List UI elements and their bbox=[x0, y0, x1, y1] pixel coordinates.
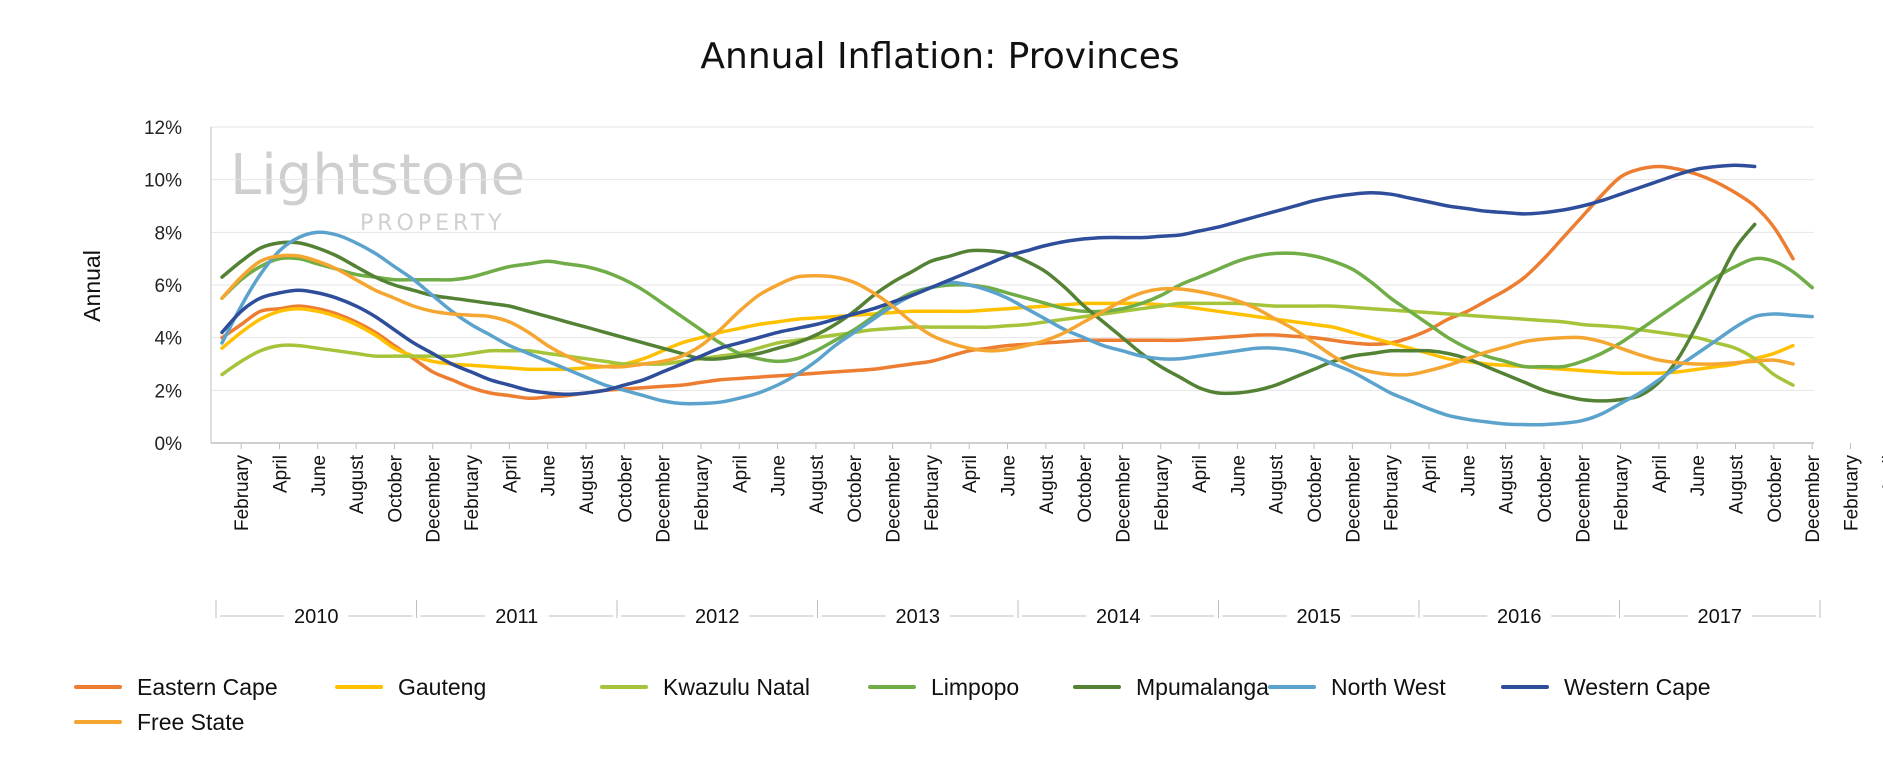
x-tick-label: February bbox=[692, 455, 713, 532]
x-tick-label: December bbox=[1343, 454, 1364, 542]
y-axis-label: Annual bbox=[79, 250, 105, 322]
legend-item-limpopo: Limpopo bbox=[868, 674, 1019, 700]
legend-label: Limpopo bbox=[931, 674, 1019, 700]
x-axis: February April June August October December Fe… bbox=[232, 443, 1883, 543]
x-tick-label: February bbox=[1382, 455, 1403, 532]
series-line-mpumalanga bbox=[220, 222, 1757, 403]
x-tick-label: October bbox=[1305, 454, 1326, 522]
x-tick-label: June bbox=[1458, 455, 1479, 496]
watermark: Lightstone PROPERTY bbox=[230, 143, 525, 236]
year-label: 2014 bbox=[1096, 606, 1141, 628]
year-axis: 2010 2011 2012 2013 2014 2015 2016 2017 bbox=[215, 600, 1821, 628]
series-line-kwazulu-natal bbox=[220, 301, 1795, 387]
series-line-free-state bbox=[220, 253, 1795, 377]
y-axis: 0% 2% 4% 6% 8% 10% 12% bbox=[144, 118, 182, 455]
year-label: 2011 bbox=[495, 606, 538, 628]
legend-item-eastern-cape: Eastern Cape bbox=[74, 674, 278, 700]
chart-title: Annual Inflation: Provinces bbox=[700, 36, 1179, 77]
series-line-north-west bbox=[220, 230, 1814, 427]
legend-item-western-cape: Western Cape bbox=[1501, 674, 1711, 700]
x-tick-label: August bbox=[1497, 454, 1518, 514]
x-tick-label: December bbox=[884, 454, 905, 542]
legend-item-gauteng: Gauteng bbox=[335, 674, 486, 700]
x-tick-label: August bbox=[577, 454, 598, 514]
y-tick-label: 0% bbox=[155, 434, 183, 455]
y-tick-label: 8% bbox=[155, 223, 183, 244]
series-line-western-cape bbox=[220, 163, 1757, 397]
x-tick-label: April bbox=[960, 455, 981, 493]
legend-item-mpumalanga: Mpumalanga bbox=[1073, 674, 1269, 700]
x-tick-label: February bbox=[1612, 455, 1633, 532]
x-tick-label: August bbox=[1727, 454, 1748, 514]
x-tick-label: August bbox=[347, 454, 368, 514]
legend-label: North West bbox=[1331, 674, 1446, 700]
x-tick-label: December bbox=[1113, 454, 1134, 542]
year-label: 2013 bbox=[896, 606, 941, 628]
legend-item-free-state: Free State bbox=[74, 709, 244, 735]
year-label: 2016 bbox=[1497, 606, 1542, 628]
x-tick-label: April bbox=[270, 455, 291, 493]
y-tick-label: 12% bbox=[144, 118, 182, 139]
x-tick-label: October bbox=[1535, 454, 1556, 522]
x-tick-label: February bbox=[462, 455, 483, 532]
y-tick-label: 4% bbox=[155, 329, 183, 350]
x-tick-label: August bbox=[1267, 454, 1288, 514]
watermark-line1: Lightstone bbox=[230, 143, 525, 208]
legend-label: Western Cape bbox=[1564, 674, 1711, 700]
x-tick-label: October bbox=[1765, 454, 1786, 522]
year-label: 2010 bbox=[294, 606, 339, 628]
x-tick-label: April bbox=[1650, 455, 1671, 493]
x-tick-label: April bbox=[500, 455, 521, 493]
x-tick-label: April bbox=[1880, 455, 1883, 493]
x-tick-label: October bbox=[845, 454, 866, 522]
x-tick-label: August bbox=[807, 454, 828, 514]
x-tick-label: October bbox=[385, 454, 406, 522]
series-line-eastern-cape bbox=[220, 164, 1795, 401]
series-line-limpopo bbox=[220, 251, 1814, 369]
legend-label: Mpumalanga bbox=[1136, 674, 1269, 700]
legend-label: Eastern Cape bbox=[137, 674, 278, 700]
x-tick-label: June bbox=[539, 455, 560, 496]
legend-label: Gauteng bbox=[398, 674, 486, 700]
x-tick-label: June bbox=[1228, 455, 1249, 496]
x-tick-label: April bbox=[1190, 455, 1211, 493]
x-tick-label: December bbox=[654, 454, 675, 542]
x-tick-label: October bbox=[1075, 454, 1096, 522]
legend-label: Kwazulu Natal bbox=[663, 674, 810, 700]
x-tick-label: June bbox=[999, 455, 1020, 496]
x-tick-label: June bbox=[309, 455, 330, 496]
year-label: 2015 bbox=[1297, 606, 1342, 628]
x-tick-label: June bbox=[1688, 455, 1709, 496]
x-tick-label: February bbox=[1841, 455, 1862, 532]
x-tick-label: February bbox=[232, 455, 253, 532]
y-tick-label: 2% bbox=[155, 381, 183, 402]
series-lines bbox=[220, 163, 1814, 427]
x-tick-label: October bbox=[615, 454, 636, 522]
y-tick-label: 6% bbox=[155, 276, 183, 297]
x-tick-label: February bbox=[922, 455, 943, 532]
legend: Eastern Cape Gauteng Kwazulu Natal Limpopo M… bbox=[74, 674, 1711, 735]
legend-label: Free State bbox=[137, 709, 244, 735]
x-tick-label: December bbox=[424, 454, 445, 542]
year-label: 2012 bbox=[695, 606, 740, 628]
x-tick-label: December bbox=[1803, 454, 1824, 542]
x-tick-label: April bbox=[730, 455, 751, 493]
y-tick-label: 10% bbox=[144, 171, 182, 192]
x-tick-label: February bbox=[1152, 455, 1173, 532]
x-tick-label: December bbox=[1573, 454, 1594, 542]
legend-item-north-west: North West bbox=[1268, 674, 1446, 700]
year-label: 2017 bbox=[1698, 606, 1743, 628]
x-tick-label: April bbox=[1420, 455, 1441, 493]
legend-item-kwazulu-natal: Kwazulu Natal bbox=[600, 674, 810, 700]
x-tick-label: June bbox=[769, 455, 790, 496]
x-tick-label: August bbox=[1037, 454, 1058, 514]
